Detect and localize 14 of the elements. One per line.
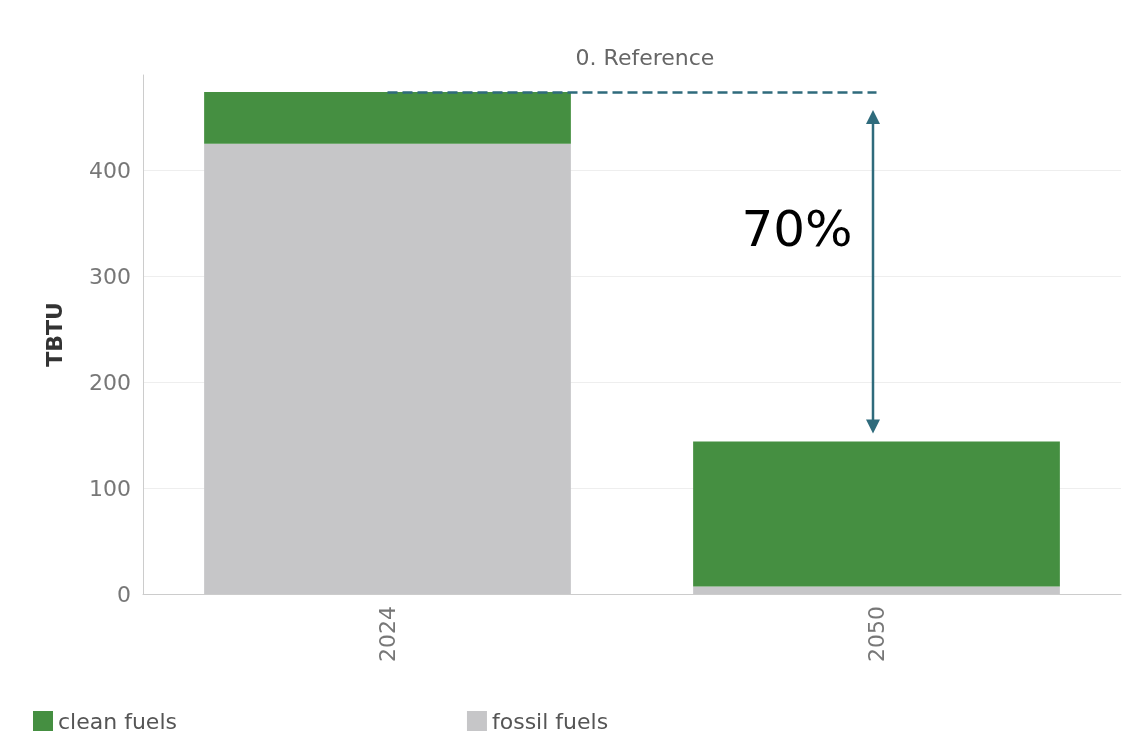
y-tick-label: 300 — [89, 263, 131, 289]
x-tick-label: 2024 — [375, 606, 400, 662]
bar — [693, 441, 1060, 587]
x-tick-label: 2050 — [864, 606, 889, 662]
y-tick-label: 100 — [89, 475, 131, 501]
legend-label: clean fuels — [58, 708, 177, 734]
bar — [204, 91, 571, 144]
y-tick-label: 0 — [117, 581, 131, 607]
y-tick-label: 200 — [89, 369, 131, 395]
legend-label: fossil fuels — [491, 708, 609, 734]
y-tick-label: 400 — [89, 157, 131, 183]
annotation: 70% — [741, 199, 853, 258]
chart-title: 0. Reference — [575, 44, 715, 70]
y-axis-title: TBTU — [41, 302, 67, 367]
